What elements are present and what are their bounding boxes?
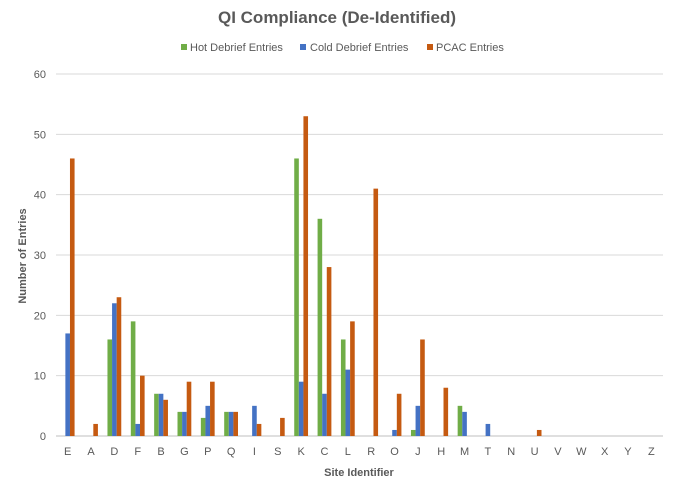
- bar-pcac-entries: [116, 297, 122, 436]
- x-tick-label: N: [507, 446, 515, 458]
- legend-swatch: [300, 44, 306, 50]
- gridlines: [56, 73, 663, 437]
- bar-pcac-entries: [233, 411, 238, 436]
- x-tick-label: K: [297, 446, 305, 458]
- bar-pcac-entries: [163, 399, 168, 436]
- y-axis-ticks: 0 10 20 30 40 50 60: [34, 69, 46, 443]
- bar-cold-debrief-entries: [182, 411, 187, 436]
- x-tick-label: Z: [648, 446, 655, 458]
- bar-pcac-entries: [210, 381, 215, 436]
- bar-cold-debrief-entries: [252, 405, 257, 436]
- bar-cold-debrief-entries: [485, 423, 491, 436]
- y-tick-label: 60: [34, 69, 46, 81]
- legend-swatch: [181, 44, 187, 50]
- x-tick-label: J: [415, 446, 421, 458]
- bar-cold-debrief-entries: [65, 333, 70, 436]
- bar-pcac-entries: [326, 267, 332, 436]
- bar-hot-debrief-entries: [107, 339, 113, 436]
- bar-pcac-entries: [256, 423, 262, 436]
- legend: Hot Debrief Entries Cold Debrief Entries P…: [181, 42, 504, 54]
- y-tick-label: 50: [34, 129, 46, 141]
- x-axis-title: Site Identifier: [324, 467, 394, 479]
- x-tick-label: T: [485, 446, 492, 458]
- bar-cold-debrief-entries: [345, 369, 351, 436]
- x-tick-label: R: [367, 446, 375, 458]
- bar-hot-debrief-entries: [177, 411, 183, 436]
- bar-pcac-entries: [280, 417, 285, 436]
- legend-label: Hot Debrief Entries: [190, 42, 283, 54]
- x-tick-label: E: [64, 446, 71, 458]
- y-tick-label: 40: [34, 190, 46, 202]
- x-tick-label: F: [134, 446, 141, 458]
- bar-cold-debrief-entries: [392, 429, 397, 436]
- bar-cold-debrief-entries: [205, 405, 211, 436]
- bar-hot-debrief-entries: [457, 405, 463, 436]
- bar-hot-debrief-entries: [224, 411, 229, 436]
- bars: [65, 116, 542, 436]
- bar-pcac-entries: [420, 339, 425, 436]
- x-tick-label: P: [204, 446, 211, 458]
- bar-cold-debrief-entries: [322, 393, 327, 436]
- bar-cold-debrief-entries: [415, 405, 421, 436]
- y-tick-label: 0: [40, 431, 46, 443]
- x-tick-label: O: [390, 446, 399, 458]
- x-tick-label: I: [253, 446, 256, 458]
- x-tick-label: U: [531, 446, 539, 458]
- bar-hot-debrief-entries: [154, 393, 159, 436]
- bar-pcac-entries: [303, 116, 309, 436]
- x-tick-label: C: [321, 446, 329, 458]
- x-tick-label: S: [274, 446, 281, 458]
- bar-hot-debrief-entries: [294, 158, 299, 436]
- bar-hot-debrief-entries: [340, 339, 346, 436]
- x-tick-label: D: [110, 446, 118, 458]
- bar-cold-debrief-entries: [158, 393, 164, 436]
- y-tick-label: 30: [34, 250, 46, 262]
- bar-pcac-entries: [69, 158, 75, 436]
- x-tick-label: L: [345, 446, 351, 458]
- x-tick-label: X: [601, 446, 609, 458]
- legend-swatch: [427, 44, 433, 50]
- bar-pcac-entries: [443, 387, 449, 436]
- bar-hot-debrief-entries: [200, 417, 206, 436]
- x-tick-label: A: [87, 446, 95, 458]
- bar-cold-debrief-entries: [228, 411, 234, 436]
- bar-cold-debrief-entries: [298, 381, 304, 436]
- bar-pcac-entries: [373, 188, 379, 436]
- y-tick-label: 20: [34, 310, 46, 322]
- bar-hot-debrief-entries: [410, 429, 416, 436]
- y-axis-title: Number of Entries: [17, 208, 29, 303]
- bar-hot-debrief-entries: [317, 218, 323, 436]
- bar-pcac-entries: [140, 375, 145, 436]
- x-tick-label: G: [180, 446, 189, 458]
- y-tick-label: 10: [34, 371, 46, 383]
- bar-pcac-entries: [350, 321, 355, 436]
- x-tick-label: B: [157, 446, 164, 458]
- x-tick-label: M: [460, 446, 469, 458]
- x-tick-label: Y: [624, 446, 632, 458]
- x-tick-label: V: [554, 446, 562, 458]
- legend-label: PCAC Entries: [436, 42, 504, 54]
- bar-pcac-entries: [93, 423, 98, 436]
- bar-hot-debrief-entries: [130, 321, 136, 436]
- x-tick-label: W: [576, 446, 587, 458]
- x-tick-label: H: [437, 446, 445, 458]
- bar-cold-debrief-entries: [462, 411, 467, 436]
- bar-pcac-entries: [186, 381, 192, 436]
- x-tick-label: Q: [227, 446, 236, 458]
- bar-pcac-entries: [396, 393, 402, 436]
- bar-pcac-entries: [536, 429, 542, 436]
- bar-cold-debrief-entries: [135, 423, 141, 436]
- bar-cold-debrief-entries: [112, 303, 117, 436]
- chart-title: QI Compliance (De-Identified): [218, 8, 456, 27]
- legend-label: Cold Debrief Entries: [310, 42, 409, 54]
